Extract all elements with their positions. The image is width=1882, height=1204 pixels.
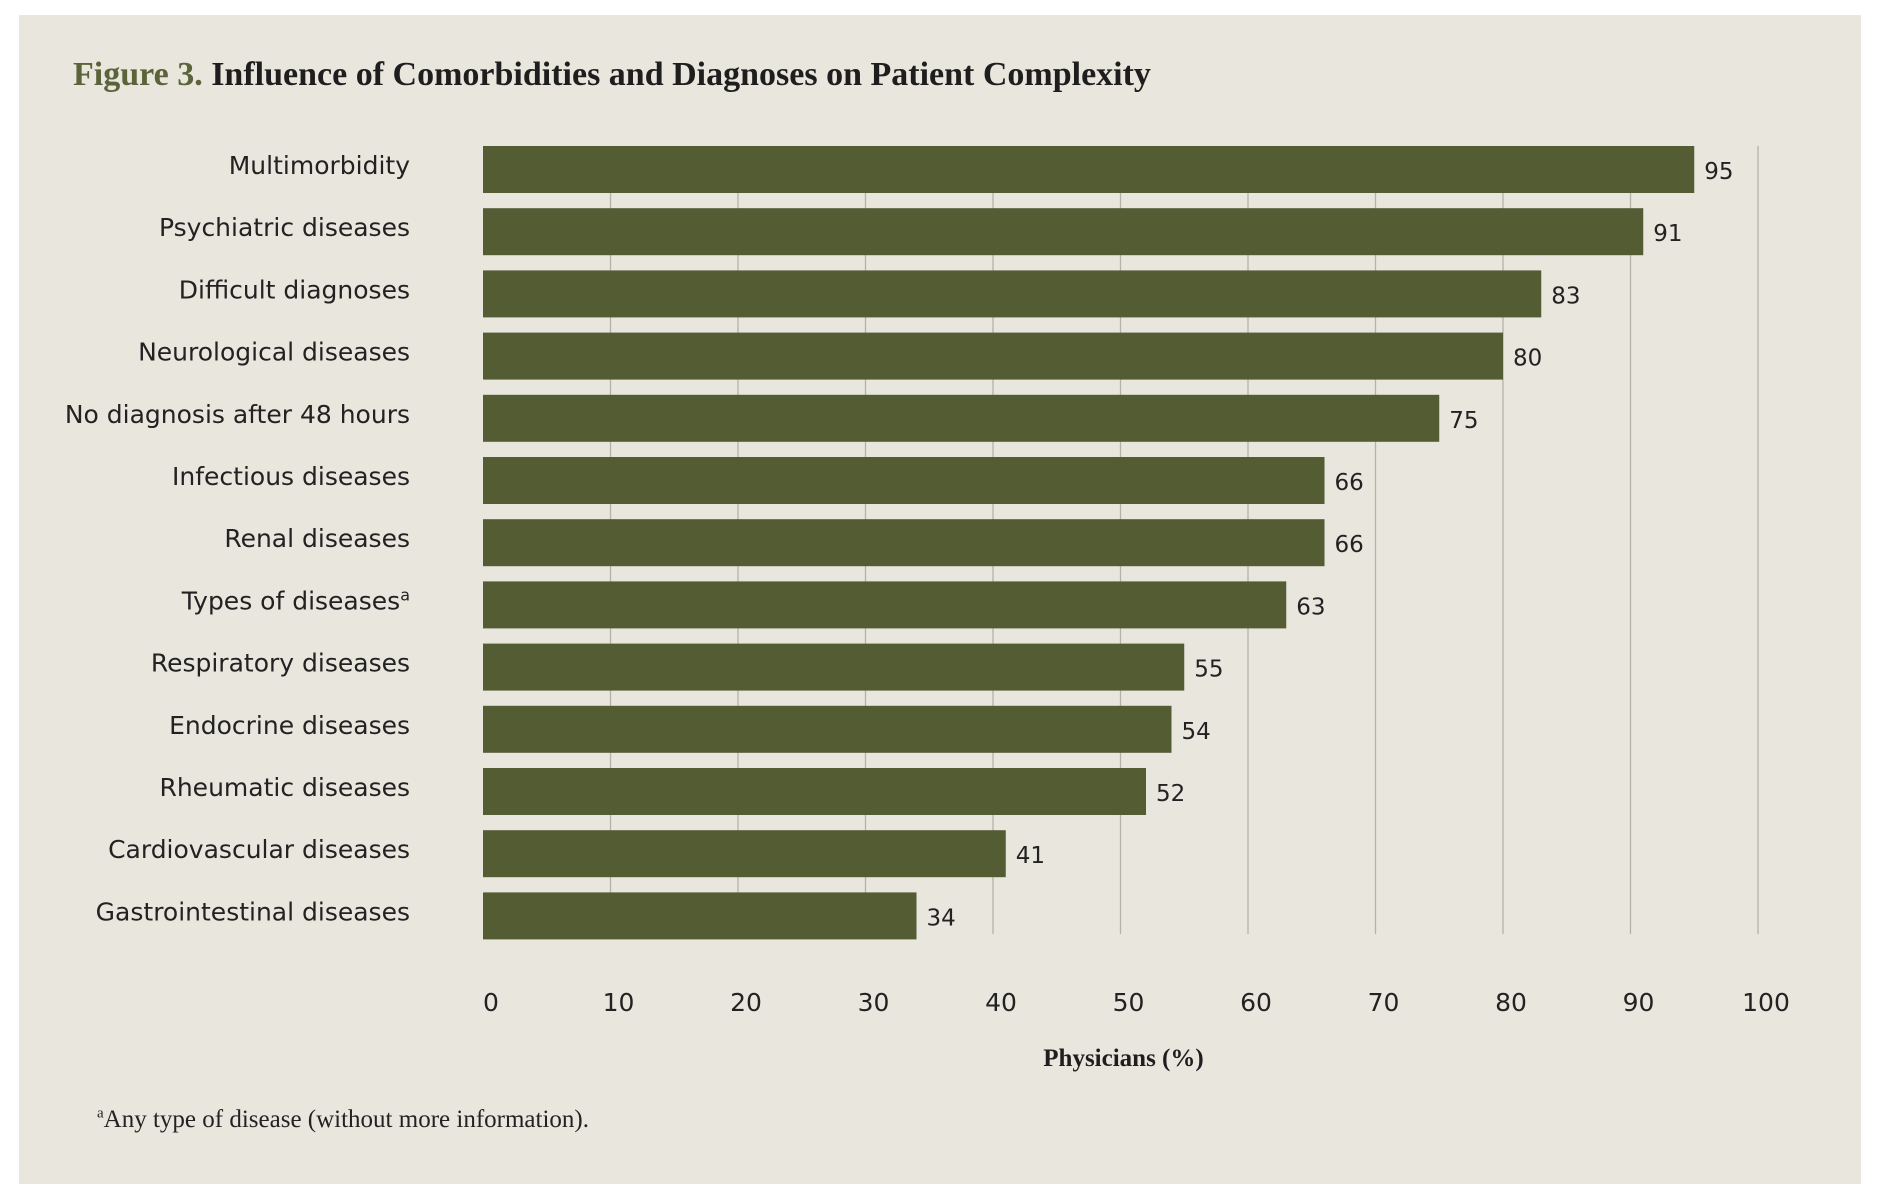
x-tick-labels: 0 10 20 30 40 50 60 70 80 90 100	[483, 988, 1790, 1017]
value-label: 63	[1296, 594, 1325, 620]
category-label: Multimorbidity	[229, 151, 410, 180]
figure-label: Figure 3.	[73, 56, 203, 93]
x-tick-label: 20	[730, 988, 762, 1017]
x-tick-label: 30	[858, 988, 890, 1017]
category-label-text: Types of diseases	[181, 586, 400, 615]
x-tick-label: 100	[1742, 988, 1790, 1017]
bar	[483, 519, 1325, 567]
value-label: 55	[1194, 657, 1223, 683]
category-label: Neurological diseases	[138, 338, 410, 367]
value-label: 66	[1335, 532, 1364, 558]
value-labels: 95 91 83 80 75 66 66 63 55 54 52 41 34	[927, 159, 1734, 931]
bar	[483, 705, 1172, 753]
category-label: Cardiovascular diseases	[108, 835, 410, 864]
category-label-text: Renal diseases	[224, 524, 410, 553]
category-label: No diagnosis after 48 hours	[65, 400, 410, 429]
value-label: 91	[1653, 221, 1682, 247]
category-label-text: Rheumatic diseases	[159, 773, 410, 802]
chart-title: Influence of Comorbidities and Diagnoses…	[211, 56, 1151, 93]
bar	[483, 270, 1542, 318]
category-label-text: No diagnosis after 48 hours	[65, 400, 410, 429]
bar	[483, 208, 1644, 256]
bars	[483, 146, 1695, 940]
category-label: Difficult diagnoses	[179, 275, 410, 304]
bar	[483, 581, 1287, 629]
category-footnote-marker: a	[400, 585, 410, 604]
category-label-text: Infectious diseases	[172, 462, 410, 491]
value-label: 80	[1513, 346, 1542, 372]
x-tick-label: 40	[985, 988, 1017, 1017]
x-tick-label: 80	[1495, 988, 1527, 1017]
x-tick-label: 60	[1240, 988, 1272, 1017]
bar	[483, 457, 1325, 504]
x-tick-label: 70	[1368, 988, 1400, 1017]
category-label-text: Gastrointestinal diseases	[96, 897, 410, 926]
category-label: Infectious diseases	[172, 462, 410, 491]
bar	[483, 768, 1146, 815]
value-label: 34	[927, 905, 956, 931]
category-labels: Multimorbidity Psychiatric diseases Diffic…	[65, 151, 410, 926]
category-label: Types of diseasesa	[181, 585, 410, 615]
category-label-text: Endocrine diseases	[169, 711, 410, 740]
category-label-text: Respiratory diseases	[151, 649, 410, 678]
category-label: Renal diseases	[224, 524, 410, 553]
value-label: 54	[1182, 719, 1211, 745]
x-axis-title: Physicians (%)	[1043, 1045, 1203, 1072]
bar	[483, 830, 1006, 878]
category-label: Psychiatric diseases	[159, 213, 410, 242]
value-label: 95	[1704, 159, 1733, 185]
bar	[483, 643, 1185, 691]
footnote-text: Any type of disease (without more inform…	[103, 1106, 589, 1133]
category-label-text: Difficult diagnoses	[179, 275, 410, 304]
category-label: Endocrine diseases	[169, 711, 410, 740]
x-tick-label: 50	[1113, 988, 1145, 1017]
value-label: 83	[1551, 283, 1580, 309]
figure-title: Figure 3. Influence of Comorbidities and…	[73, 56, 1151, 94]
x-tick-label: 10	[603, 988, 635, 1017]
value-label: 66	[1335, 470, 1364, 496]
category-label: Gastrointestinal diseases	[96, 897, 410, 926]
category-label: Respiratory diseases	[151, 649, 410, 678]
bar	[483, 146, 1695, 193]
bar	[483, 394, 1440, 442]
category-label-text: Psychiatric diseases	[159, 213, 410, 242]
value-label: 75	[1449, 408, 1478, 434]
category-label-text: Multimorbidity	[229, 151, 410, 180]
x-tick-label: 0	[483, 988, 499, 1017]
value-label: 41	[1016, 843, 1045, 869]
bar	[483, 892, 917, 940]
x-tick-label: 90	[1623, 988, 1655, 1017]
category-label-text: Neurological diseases	[138, 338, 410, 367]
footnote-marker: a	[97, 1105, 104, 1122]
value-label: 52	[1156, 781, 1185, 807]
footnote: aAny type of disease (without more infor…	[97, 1106, 589, 1134]
category-label: Rheumatic diseases	[159, 773, 410, 802]
category-label-text: Cardiovascular diseases	[108, 835, 410, 864]
bar	[483, 332, 1503, 380]
